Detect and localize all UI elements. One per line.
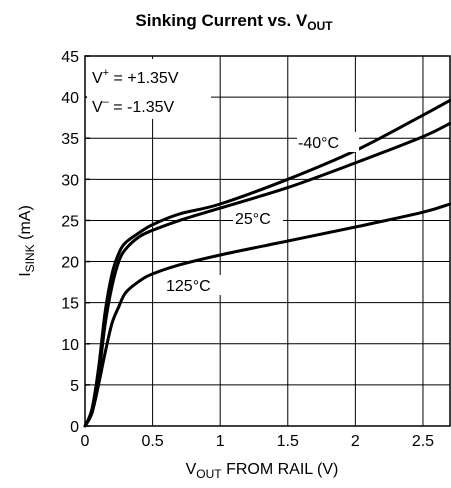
chart-title: Sinking Current vs. VOUT [135, 11, 333, 33]
series-lines [83, 98, 451, 428]
y-tick-label: 40 [61, 90, 79, 107]
y-axis-label: ISINK (mA) [17, 205, 37, 277]
vminus-annotation: V– = -1.35V [92, 96, 175, 116]
y-tick-label: 25 [61, 213, 79, 230]
series-label-125: 125°C [166, 278, 211, 295]
plot-frame [84, 55, 451, 427]
y-tick-label: 45 [61, 49, 79, 66]
y-tick-label: 20 [61, 255, 79, 272]
y-tick-label: 5 [70, 378, 79, 395]
label-bg-25 [233, 208, 283, 228]
label-bg-minus40 [297, 132, 359, 152]
x-tick-label: 1.5 [277, 433, 299, 450]
x-tick-label: 1 [216, 433, 225, 450]
y-tick-label: 0 [70, 419, 79, 436]
tick-labels: 0 5 10 15 20 25 30 35 40 45 0 0.5 1 1.5 2 2.5 [61, 49, 434, 450]
series-line-125C [83, 202, 451, 428]
x-tick-label: 2.5 [412, 433, 434, 450]
series-line-25C [83, 121, 451, 428]
vplus-annotation: V+ = +1.35V [92, 67, 179, 87]
y-tick-label: 15 [61, 296, 79, 313]
y-tick-label: 30 [61, 172, 79, 189]
series-label-minus40: -40°C [298, 135, 339, 152]
y-tick-label: 10 [61, 337, 79, 354]
series-label-25: 25°C [235, 211, 271, 228]
x-tick-label: 2 [351, 433, 360, 450]
x-tick-label: 0.5 [141, 433, 163, 450]
x-tick-label: 0 [81, 433, 90, 450]
label-bg-125 [164, 275, 224, 295]
supply-annotation-bg [87, 59, 211, 119]
x-axis-label: VOUT FROM RAIL (V) [186, 461, 339, 481]
y-tick-label: 35 [61, 131, 79, 148]
